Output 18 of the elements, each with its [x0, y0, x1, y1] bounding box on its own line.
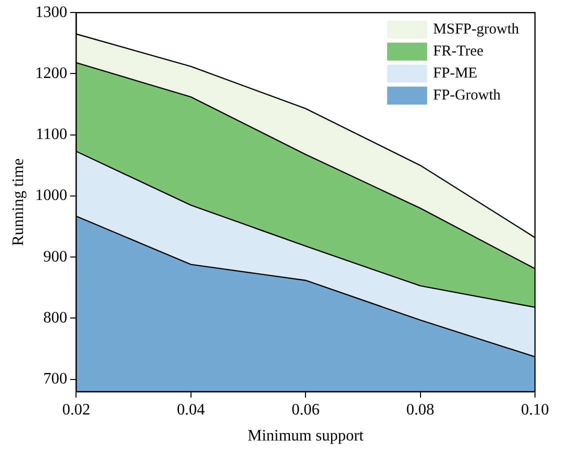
- y-axis-title: Running time: [10, 158, 27, 246]
- y-tick-label: 1000: [35, 187, 68, 204]
- legend-label: FR-Tree: [433, 44, 484, 60]
- legend-label: FP-Growth: [433, 88, 502, 104]
- x-tick-label: 0.04: [176, 401, 205, 418]
- legend-label: MSFP-growth: [433, 22, 520, 38]
- x-tick-label: 0.02: [62, 401, 90, 418]
- x-tick-label: 0.06: [292, 401, 320, 418]
- y-tick-label: 1100: [36, 126, 68, 144]
- y-tick-label: 1300: [35, 4, 68, 21]
- x-tick-label: 0.10: [521, 401, 549, 418]
- y-tick-label: 800: [43, 309, 68, 326]
- y-tick-label: 700: [43, 370, 68, 388]
- legend-label: FP-ME: [433, 66, 478, 82]
- x-tick-label: 0.08: [406, 401, 434, 418]
- x-axis-title: Minimum support: [248, 428, 364, 445]
- y-tick-label: 1200: [35, 64, 68, 82]
- y-tick-label: 900: [43, 248, 68, 266]
